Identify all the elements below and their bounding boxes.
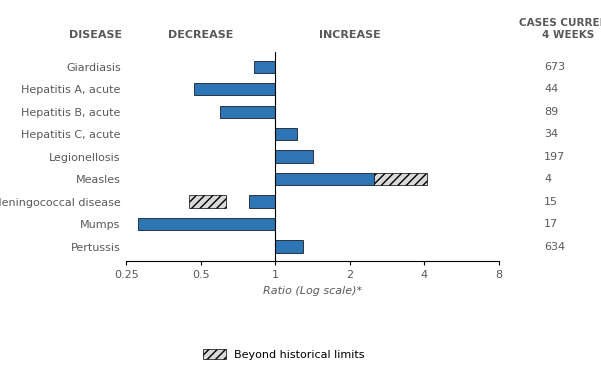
Bar bbox=[275, 240, 304, 253]
Text: 4: 4 bbox=[544, 174, 551, 184]
Text: INCREASE: INCREASE bbox=[319, 30, 380, 40]
Text: 34: 34 bbox=[544, 129, 558, 139]
Bar bbox=[138, 218, 275, 230]
Text: CASES CURRENT
4 WEEKS: CASES CURRENT 4 WEEKS bbox=[519, 18, 601, 40]
Text: DISEASE: DISEASE bbox=[69, 30, 123, 40]
Text: 17: 17 bbox=[544, 219, 558, 229]
Bar bbox=[189, 195, 225, 208]
Text: 673: 673 bbox=[544, 62, 565, 72]
X-axis label: Ratio (Log scale)*: Ratio (Log scale)* bbox=[263, 286, 362, 296]
Text: 197: 197 bbox=[544, 152, 565, 162]
Text: 44: 44 bbox=[544, 84, 558, 94]
Legend: Beyond historical limits: Beyond historical limits bbox=[199, 345, 370, 364]
Bar bbox=[275, 128, 297, 140]
Bar bbox=[254, 61, 275, 73]
Text: DECREASE: DECREASE bbox=[168, 30, 233, 40]
Text: 15: 15 bbox=[544, 197, 558, 207]
Text: 634: 634 bbox=[544, 241, 565, 251]
Bar bbox=[275, 173, 374, 185]
Bar bbox=[194, 83, 275, 95]
Bar bbox=[249, 195, 275, 208]
Text: 89: 89 bbox=[544, 107, 558, 117]
Bar bbox=[275, 150, 313, 163]
Bar bbox=[374, 173, 427, 185]
Bar bbox=[221, 106, 275, 118]
